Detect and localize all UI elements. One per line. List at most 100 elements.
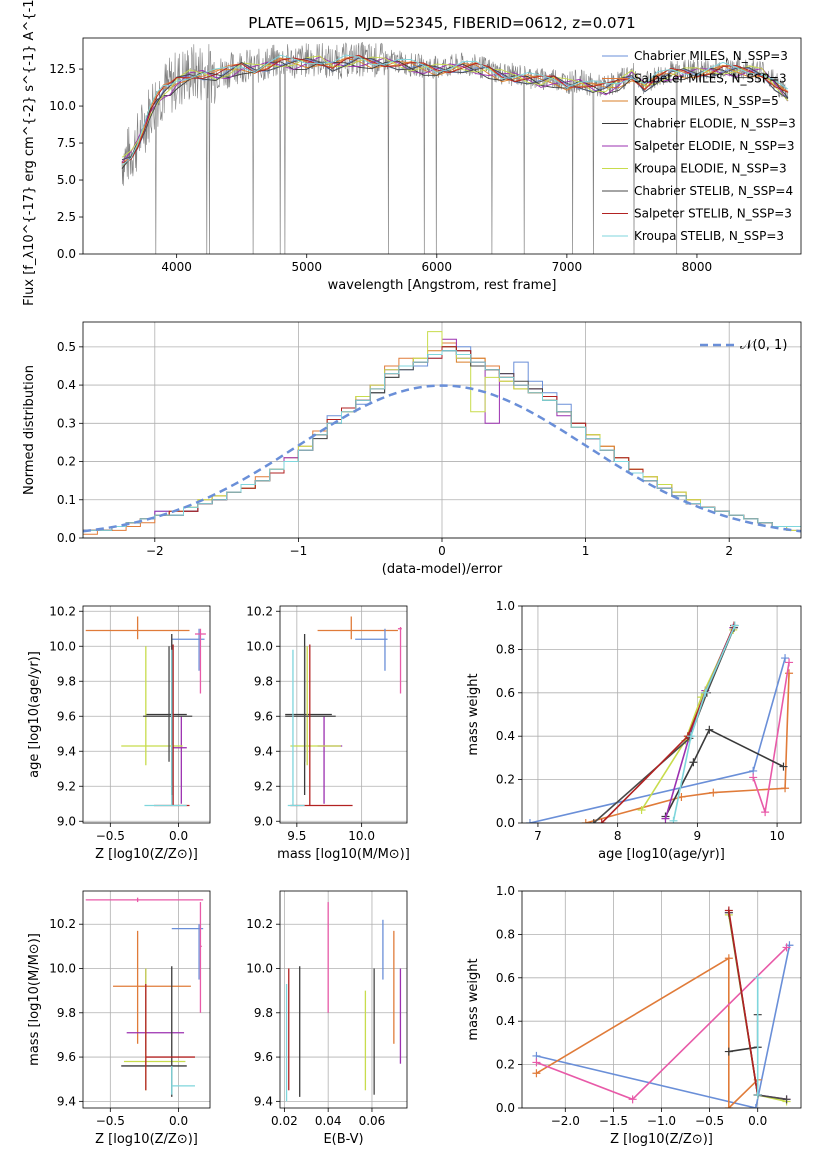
y-tick-label: 9.8	[254, 674, 273, 688]
data-point	[287, 649, 305, 807]
data-point	[317, 716, 343, 804]
x-tick-label: 5000	[291, 260, 322, 274]
x-tick-label: 0.0	[748, 1114, 767, 1128]
legend-entry: Salpeter ELODIE, N_SSP=3	[634, 139, 795, 153]
plot-area-spectrum	[121, 41, 789, 254]
data-point	[171, 716, 187, 804]
x-tick-label: 4000	[161, 260, 192, 274]
y-tick-label: 9.4	[254, 744, 273, 758]
weight-marker	[701, 688, 710, 697]
y-tick-label: 9.8	[254, 1006, 273, 1020]
y-tick-label: 10.0	[49, 639, 76, 653]
weight-marker	[525, 819, 534, 823]
axes-frame	[521, 605, 802, 824]
y-tick-label: 0.4	[496, 1014, 515, 1028]
weight-marker	[689, 758, 698, 767]
y-tick-label: 10.2	[246, 917, 273, 931]
axes-age-vs-mass: 9.5 10.0 9.0 9.2 9.4 9.6 9.8 10.0 10.2	[246, 604, 407, 843]
weight-marker	[661, 814, 670, 823]
legend-entry: Kroupa STELIB, N_SSP=3	[634, 229, 784, 243]
data-point	[145, 634, 187, 795]
data-point	[126, 968, 185, 1051]
y-axis-label: age [log10(age/yr)]	[27, 651, 42, 778]
y-tick-label: 9.0	[254, 814, 273, 828]
y-tick-label: 10.0	[49, 962, 76, 976]
weight-marker	[730, 621, 739, 630]
weight-marker	[781, 654, 790, 663]
x-tick-label: 7	[534, 829, 542, 843]
histogram-step	[83, 331, 801, 538]
plot-area-age-vs-z	[85, 616, 206, 807]
y-tick-label: 0.6	[496, 971, 515, 985]
axes-residuals: −2 −1 0 1 2 0.0 0.1 0.2 0.3 0.4 0.5	[57, 322, 801, 558]
x-tick-label: −1.5	[599, 1114, 628, 1128]
x-axis-label: (data-model)/error	[382, 562, 503, 577]
x-tick-label: 0.06	[359, 1114, 386, 1128]
weight-marker	[724, 1047, 733, 1056]
plot-area-mass-vs-z	[85, 897, 204, 1097]
y-tick-label: 9.0	[57, 814, 76, 828]
observed-spectrum-line	[121, 41, 789, 254]
weight-marker	[589, 819, 598, 823]
legend-entry: Chabrier ELODIE, N_SSP=3	[634, 117, 796, 131]
weight-marker	[532, 1058, 541, 1067]
x-tick-label: −2.0	[551, 1114, 580, 1128]
x-tick-label: 0	[438, 544, 446, 558]
legend-entry: Kroupa ELODIE, N_SSP=3	[634, 162, 787, 176]
weight-marker	[669, 816, 678, 823]
weight-marker	[753, 1090, 762, 1099]
model-spectrum-line	[121, 57, 789, 161]
weight-marker	[779, 762, 788, 771]
y-axis-label: Normed distribution	[22, 365, 37, 495]
data-point	[355, 628, 388, 671]
x-tick-label: −0.5	[96, 829, 125, 843]
x-tick-label: 0.0	[169, 829, 188, 843]
plot-area-residuals	[83, 331, 801, 538]
data-point	[121, 646, 183, 766]
weight-marker	[597, 819, 606, 823]
weight-line	[529, 657, 786, 823]
weight-marker	[724, 954, 733, 963]
y-tick-label: 10.0	[49, 99, 76, 113]
weight-marker	[724, 1104, 733, 1108]
legend-entry: Chabrier STELIB, N_SSP=4	[634, 184, 793, 198]
y-tick-label: 0.8	[496, 927, 515, 941]
weight-marker	[705, 725, 714, 734]
data-point	[171, 1065, 195, 1095]
data-point	[171, 628, 205, 671]
y-tick-label: 1.0	[496, 884, 515, 898]
y-tick-label: 1.0	[496, 599, 515, 613]
weight-marker	[753, 973, 762, 982]
data-point	[113, 930, 191, 1044]
axes-spectrum: 4000 5000 6000 7000 8000 0.0 2.5 5.0 7.5 10.0 12.5	[49, 62, 712, 274]
y-tick-label: 0.0	[496, 816, 515, 830]
x-axis-label: mass [log10(M/M⊙)]	[277, 847, 410, 862]
model-spectrum-line	[121, 54, 789, 166]
weight-marker	[751, 1104, 760, 1108]
x-tick-label: 2	[725, 544, 733, 558]
x-axis-label: Z [log10(Z/Z⊙)]	[610, 1132, 713, 1147]
data-point	[199, 902, 202, 1013]
y-tick-label: 9.4	[57, 1094, 76, 1108]
x-axis-label: E(B-V)	[323, 1132, 363, 1147]
x-tick-label: −1.0	[647, 1114, 676, 1128]
x-tick-label: 9.5	[287, 829, 306, 843]
chart-title: PLATE=0615, MJD=52345, FIBERID=0612, z=0…	[248, 14, 635, 32]
x-tick-label: 9	[694, 829, 702, 843]
y-tick-label: 0.4	[57, 378, 76, 392]
data-point	[397, 627, 402, 694]
x-tick-label: 10.0	[348, 829, 375, 843]
y-tick-label: 9.4	[254, 1094, 273, 1108]
axes-frame	[521, 890, 802, 1109]
y-tick-label: 12.5	[49, 62, 76, 76]
weight-marker	[628, 1095, 637, 1104]
plot-area-weight-vs-age	[525, 621, 794, 823]
legend-entry: Salpeter STELIB, N_SSP=3	[634, 207, 792, 221]
weight-marker	[581, 819, 590, 823]
y-tick-label: 0.2	[496, 773, 515, 787]
y-tick-label: 9.8	[57, 1006, 76, 1020]
data-point	[144, 649, 187, 807]
legend-entry: Chabrier MILES, N_SSP=3	[634, 49, 788, 63]
weight-line	[536, 945, 791, 1108]
y-tick-label: 0.0	[57, 531, 76, 545]
